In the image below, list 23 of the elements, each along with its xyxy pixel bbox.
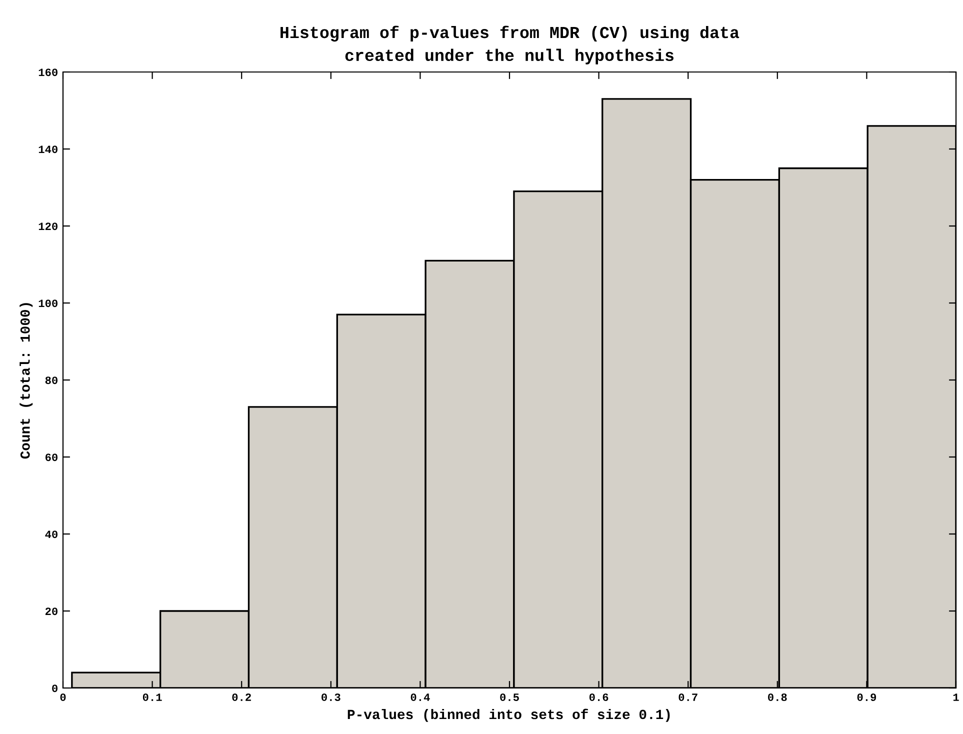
- y-tick-label: 120: [38, 222, 58, 230]
- x-tick-label: 0.1: [142, 693, 162, 702]
- x-tick-label: 0.8: [768, 693, 787, 702]
- y-tick-label: 0: [52, 684, 58, 692]
- y-tick-label: 40: [45, 530, 58, 538]
- x-tick-label: 0.4: [410, 693, 430, 702]
- y-tick-label: 140: [38, 146, 58, 154]
- y-tick-label: 80: [45, 376, 58, 384]
- y-tick-label: 60: [45, 454, 58, 462]
- y-tick-label: 160: [38, 68, 58, 76]
- x-tick-label: 0: [60, 693, 66, 702]
- x-tick-label: 1: [953, 694, 959, 701]
- x-tick-label: 0.7: [678, 693, 698, 702]
- x-tick-label: 0.2: [232, 693, 251, 702]
- y-axis-title: Count (total: 1000): [20, 303, 33, 459]
- y-tick-label: 20: [45, 608, 58, 616]
- y-tick-label: 100: [38, 300, 58, 308]
- x-tick-label: 0.6: [589, 693, 608, 702]
- x-tick-label: 0.5: [500, 693, 519, 702]
- chart-title: Histogram of p-values from MDR (CV) using data created under the null hypothesis: [280, 26, 740, 64]
- x-tick-label: 0.3: [322, 693, 340, 702]
- x-tick-label: 0.9: [857, 693, 876, 702]
- x-axis-title: P-values (binned into sets of size 0.1): [348, 708, 670, 722]
